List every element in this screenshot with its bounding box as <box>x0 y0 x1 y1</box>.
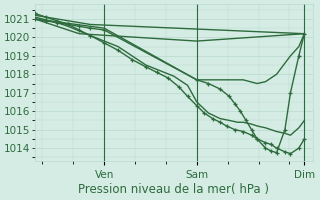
X-axis label: Pression niveau de la mer( hPa ): Pression niveau de la mer( hPa ) <box>78 183 269 196</box>
